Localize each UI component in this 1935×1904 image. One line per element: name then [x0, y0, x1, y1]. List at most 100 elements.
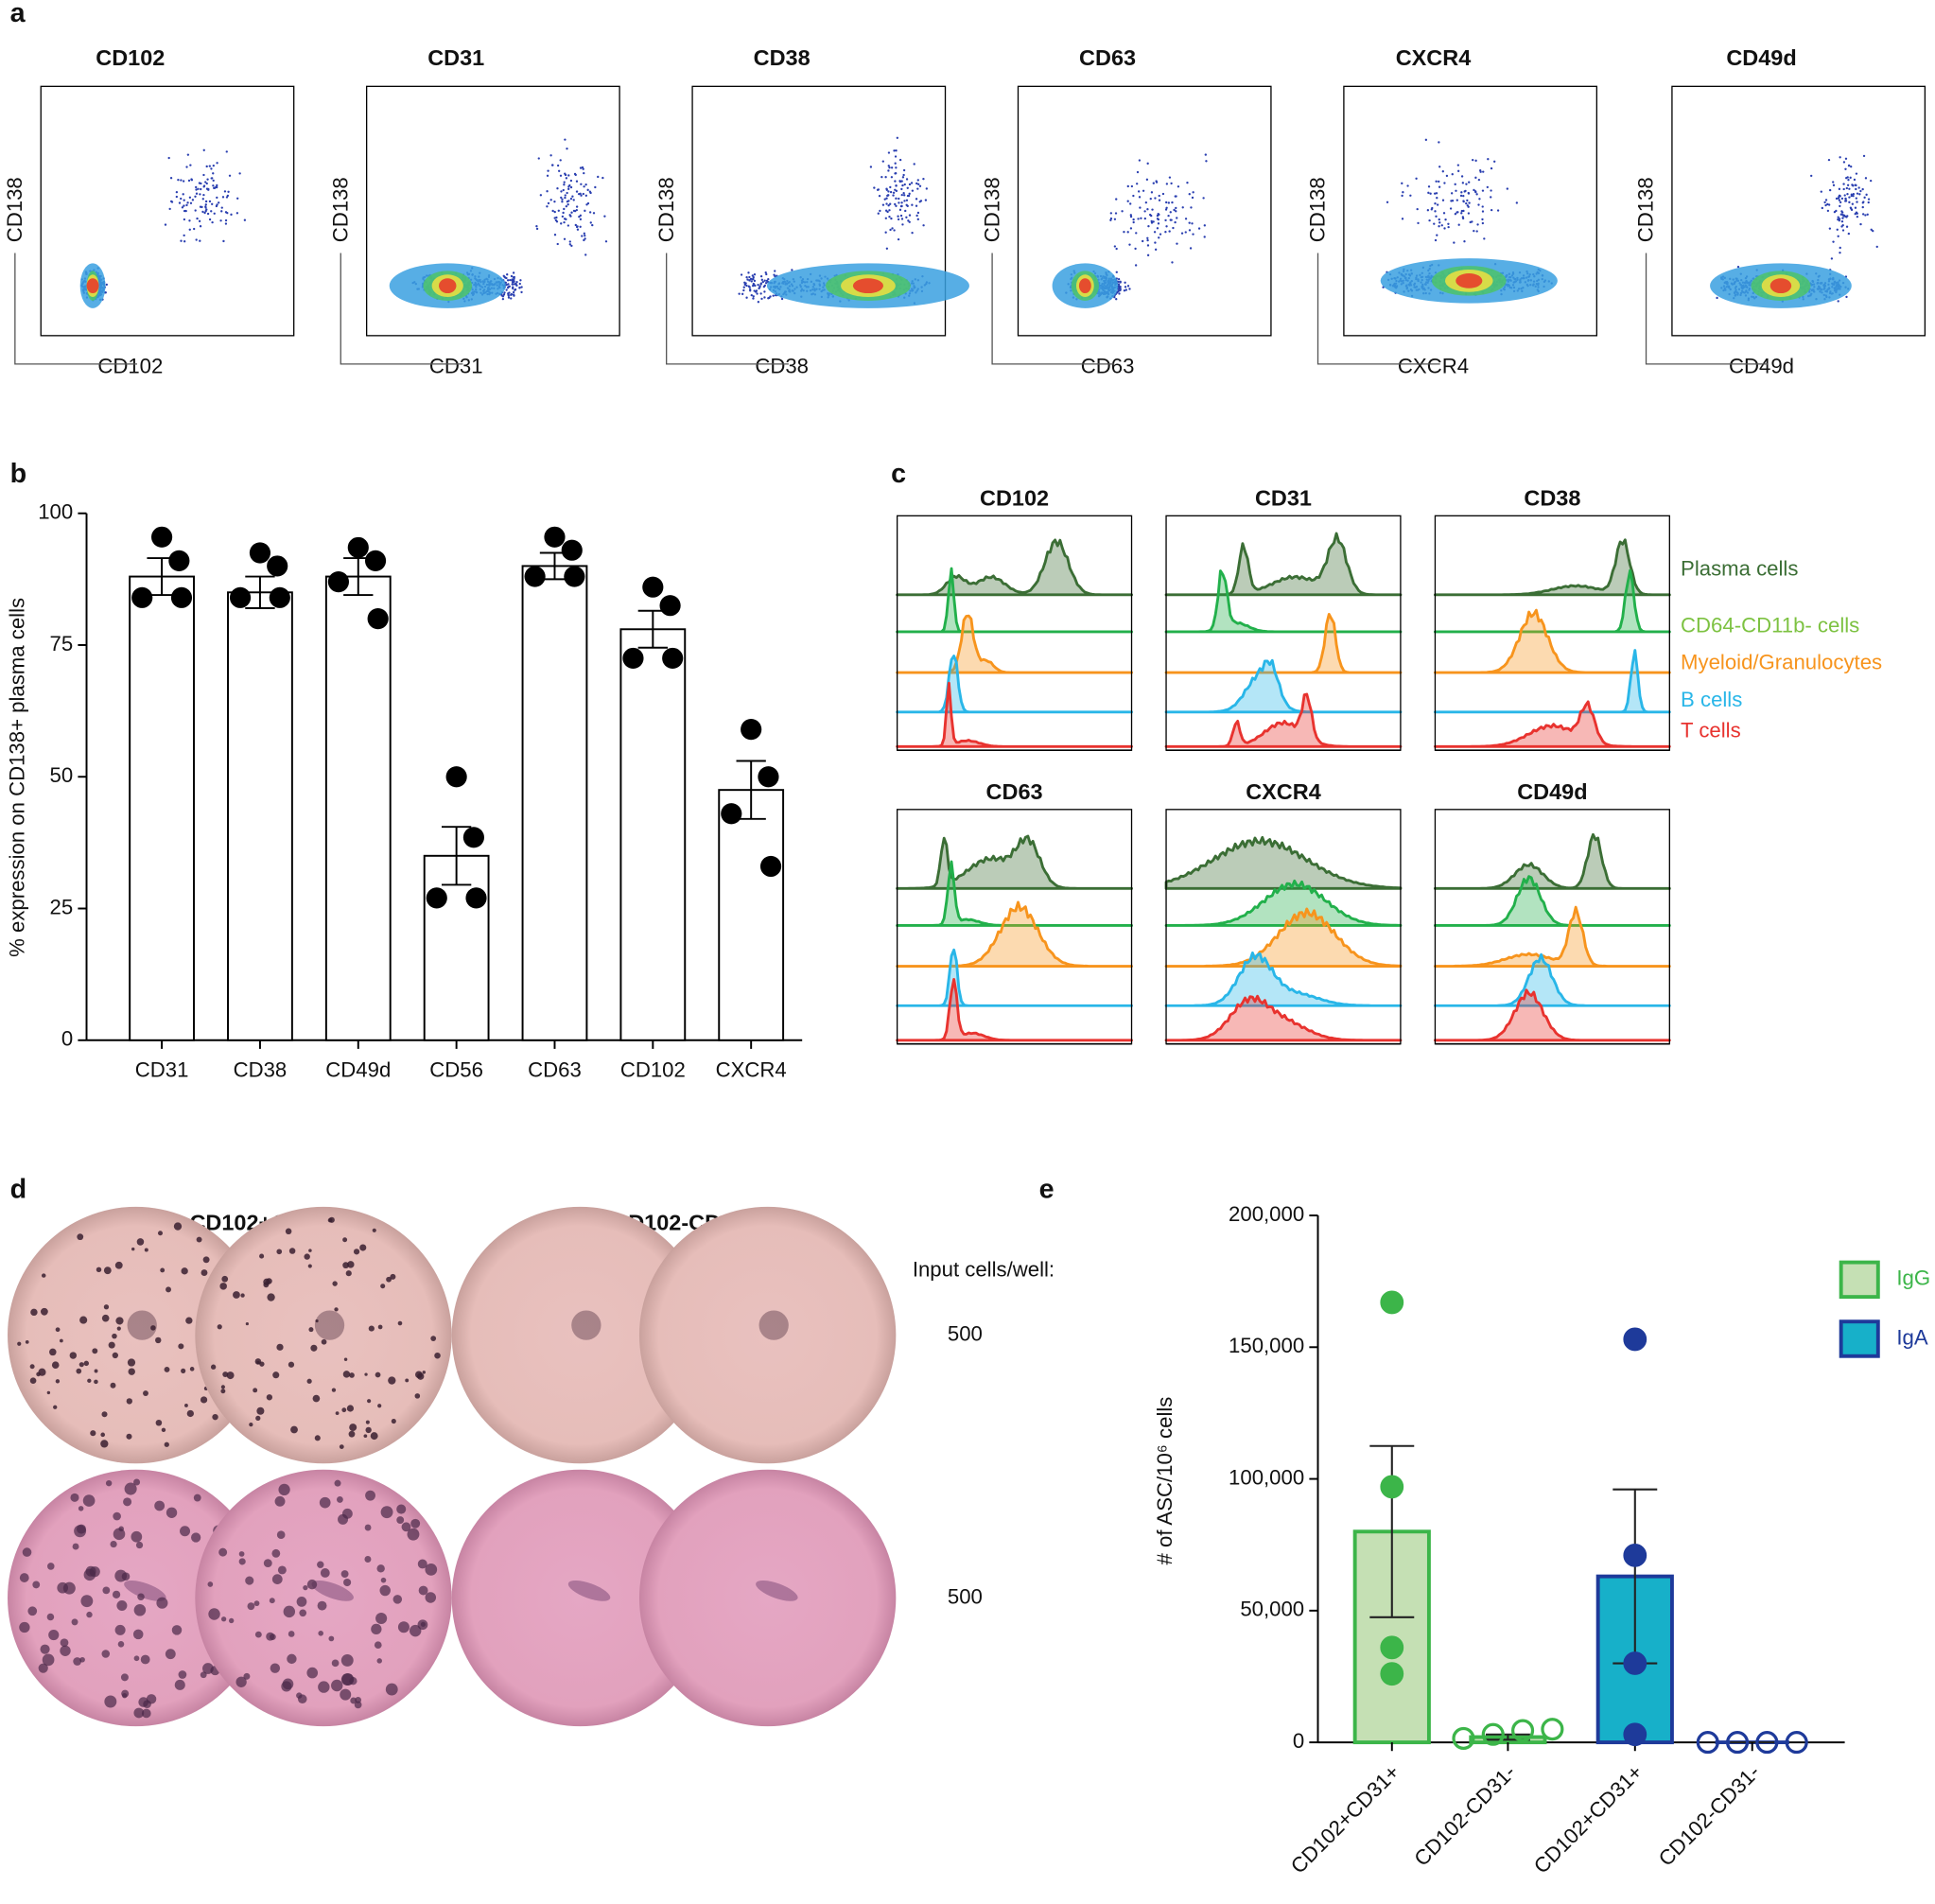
event-dot — [184, 209, 187, 213]
event-dot — [1435, 215, 1438, 218]
event-dot — [193, 227, 196, 231]
event-dot — [1154, 248, 1158, 252]
event-dot — [1138, 196, 1142, 199]
y-tick-label: 0 — [1293, 1729, 1304, 1753]
x-tick-label: CD102+CD31+ — [1286, 1760, 1404, 1878]
data-point — [622, 647, 644, 669]
event-dot — [887, 190, 890, 193]
spot — [89, 1566, 100, 1578]
event-dot — [898, 201, 900, 204]
spot — [78, 1506, 84, 1511]
event-dot — [901, 176, 905, 179]
event-dot — [195, 238, 198, 241]
event-dot — [884, 176, 887, 179]
spot — [307, 1264, 312, 1268]
event-dot — [1861, 205, 1864, 209]
event-dot — [567, 174, 570, 177]
event-dot — [1126, 200, 1129, 202]
well-bg — [638, 1206, 897, 1464]
event-dot — [900, 193, 903, 197]
spot — [331, 1388, 337, 1392]
event-dot — [188, 228, 191, 231]
bar — [619, 628, 687, 1041]
event-dot — [557, 209, 560, 212]
event-dot — [1169, 211, 1172, 214]
event-dot — [869, 166, 873, 168]
event-dot — [752, 282, 755, 286]
event-dot — [202, 148, 205, 151]
spot — [40, 1307, 48, 1316]
event-dot — [535, 224, 538, 228]
event-dot — [199, 225, 202, 228]
density-plot: CD102 CD102 CD138 — [3, 45, 295, 378]
event-dot — [1832, 181, 1835, 183]
spot — [336, 1495, 343, 1503]
event-dot — [1427, 185, 1431, 188]
event-dot — [1449, 207, 1453, 210]
event-dot — [918, 184, 922, 187]
event-dot — [1165, 225, 1168, 228]
spot — [46, 1390, 51, 1395]
data-point — [347, 536, 369, 559]
event-dot — [567, 187, 570, 190]
event-dot — [897, 218, 900, 221]
event-dot — [1174, 220, 1177, 224]
event-dot — [1479, 169, 1482, 172]
event-dot — [202, 184, 206, 187]
event-dot — [915, 214, 918, 218]
event-dot — [566, 191, 568, 195]
spot — [385, 1683, 398, 1696]
event-dot — [769, 295, 772, 298]
spot — [100, 1440, 109, 1448]
event-dot — [551, 164, 554, 166]
histogram-curve — [1164, 951, 1403, 1007]
event-dot — [894, 172, 897, 175]
spot — [342, 1262, 349, 1269]
event-dot — [167, 156, 170, 160]
event-dot — [1175, 195, 1177, 198]
event-dot — [900, 187, 903, 191]
spot — [253, 1600, 260, 1607]
event-dot — [759, 274, 763, 278]
data-point — [168, 550, 190, 571]
event-dot — [1145, 178, 1149, 182]
event-dot — [175, 195, 179, 199]
event-dot — [916, 179, 919, 182]
event-dot — [579, 225, 582, 228]
event-dot — [1118, 285, 1121, 288]
spot — [53, 1405, 58, 1409]
event-dot — [1477, 203, 1480, 206]
event-dot — [1433, 222, 1436, 225]
event-dot — [1456, 164, 1460, 166]
density-plot: CD63 CD63 CD138 — [980, 45, 1272, 378]
event-dot — [1136, 183, 1139, 185]
event-dot — [1190, 206, 1193, 209]
event-dot — [889, 202, 892, 205]
event-dot — [1716, 296, 1718, 300]
spot — [25, 1340, 29, 1344]
event-dot — [913, 163, 915, 166]
event-dot — [186, 153, 190, 156]
event-dot — [1409, 194, 1412, 197]
event-dot — [205, 165, 208, 168]
spot — [105, 1479, 113, 1487]
spot — [165, 1649, 176, 1660]
event-dot — [881, 203, 885, 206]
event-dot — [742, 288, 745, 292]
event-dot — [513, 283, 516, 286]
histogram-plot: CXCR4 — [1164, 779, 1403, 1045]
spot — [397, 1320, 403, 1326]
data-point — [1380, 1290, 1404, 1315]
event-dot — [225, 150, 228, 153]
event-dot — [556, 164, 560, 167]
event-dot — [763, 279, 766, 282]
event-dot — [212, 179, 215, 183]
spot — [276, 1343, 284, 1351]
event-dot — [1117, 278, 1121, 281]
event-dot — [1861, 187, 1864, 191]
bar — [521, 565, 588, 1041]
event-dot — [1856, 215, 1859, 218]
well-center — [571, 1310, 601, 1340]
event-dot — [764, 282, 768, 285]
data-point — [1452, 1726, 1475, 1750]
